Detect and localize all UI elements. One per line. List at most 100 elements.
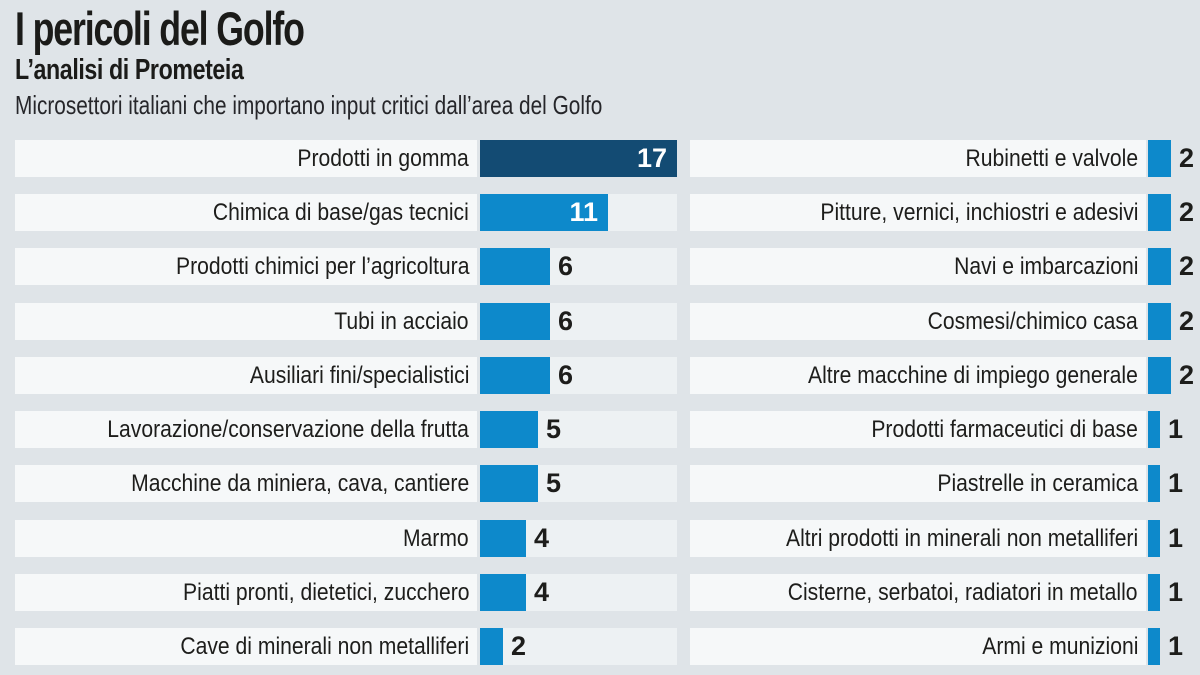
chart-row: Altre macchine di impiego generale 2 bbox=[0, 357, 1200, 394]
row-label-band: Marmo bbox=[15, 520, 477, 557]
row-label-band: Cosmesi/chimico casa bbox=[690, 303, 1146, 340]
row-label: Cisterne, serbatoi, radiatori in metallo bbox=[788, 578, 1138, 606]
bar-value: 2 bbox=[1179, 360, 1195, 390]
row-label: Prodotti in gomma bbox=[297, 144, 469, 172]
chart-row: Prodotti in gomma 17 bbox=[0, 140, 1200, 177]
row-label-band: Piatti pronti, dietetici, zucchero bbox=[15, 574, 477, 611]
bar-value: 2 bbox=[511, 631, 527, 661]
bar bbox=[480, 574, 526, 611]
row-label: Piatti pronti, dietetici, zucchero bbox=[182, 578, 469, 606]
row-label: Lavorazione/conservazione della frutta bbox=[107, 415, 469, 443]
bar bbox=[1148, 628, 1160, 665]
row-label: Altre macchine di impiego generale bbox=[808, 361, 1138, 389]
bar-value: 1 bbox=[1168, 468, 1184, 498]
chart-row: Rubinetti e valvole 2 bbox=[0, 140, 1200, 177]
row-label-band: Cisterne, serbatoi, radiatori in metallo bbox=[690, 574, 1146, 611]
chart-row: Armi e munizioni 1 bbox=[0, 628, 1200, 665]
row-label: Rubinetti e valvole bbox=[965, 144, 1138, 172]
page-subtitle: L’analisi di Prometeia bbox=[15, 54, 244, 86]
bar-value: 2 bbox=[1179, 306, 1195, 336]
bar-highlight bbox=[480, 140, 677, 177]
row-label: Prodotti farmaceutici di base bbox=[871, 415, 1138, 443]
row-label-band: Armi e munizioni bbox=[690, 628, 1146, 665]
bar-value: 2 bbox=[1179, 251, 1195, 281]
row-label-band: Navi e imbarcazioni bbox=[690, 248, 1146, 285]
row-label-band: Macchine da miniera, cava, cantiere bbox=[15, 465, 477, 502]
row-label-band: Prodotti in gomma bbox=[15, 140, 477, 177]
row-label: Tubi in acciaio bbox=[334, 307, 469, 335]
row-label: Piastrelle in ceramica bbox=[937, 469, 1138, 497]
bar bbox=[1148, 520, 1160, 557]
row-label: Altri prodotti in minerali non metallife… bbox=[785, 524, 1138, 552]
bar-value: 4 bbox=[534, 523, 550, 553]
bar bbox=[480, 303, 550, 340]
bar-value: 4 bbox=[534, 577, 550, 607]
bar bbox=[1148, 303, 1171, 340]
chart-row: Cosmesi/chimico casa 2 bbox=[0, 303, 1200, 340]
row-label-band: Chimica di base/gas tecnici bbox=[15, 194, 477, 231]
bar-value: 2 bbox=[1179, 143, 1195, 173]
row-label: Marmo bbox=[403, 524, 469, 552]
chart-row: Altri prodotti in minerali non metallife… bbox=[0, 520, 1200, 557]
chart-row: Cisterne, serbatoi, radiatori in metallo… bbox=[0, 574, 1200, 611]
row-label-band: Ausiliari fini/specialistici bbox=[15, 357, 477, 394]
bar-value: 6 bbox=[558, 251, 574, 281]
bar bbox=[1148, 574, 1160, 611]
bar bbox=[1148, 465, 1160, 502]
row-label-band: Cave di minerali non metalliferi bbox=[15, 628, 477, 665]
row-label-band: Altre macchine di impiego generale bbox=[690, 357, 1146, 394]
bar-value: 5 bbox=[546, 468, 562, 498]
row-label: Chimica di base/gas tecnici bbox=[213, 198, 469, 226]
row-label-band: Altri prodotti in minerali non metallife… bbox=[690, 520, 1146, 557]
row-label: Prodotti chimici per l’agricoltura bbox=[175, 252, 469, 280]
chart-row: Pitture, vernici, inchiostri e adesivi 2 bbox=[0, 194, 1200, 231]
row-label-band: Pitture, vernici, inchiostri e adesivi bbox=[690, 194, 1146, 231]
bar bbox=[1148, 140, 1171, 177]
row-label-band: Rubinetti e valvole bbox=[690, 140, 1146, 177]
chart-row: Cave di minerali non metalliferi 2 bbox=[0, 628, 1200, 665]
bar bbox=[480, 357, 550, 394]
row-label: Pitture, vernici, inchiostri e adesivi bbox=[819, 198, 1138, 226]
bar bbox=[1148, 411, 1160, 448]
bar-value: 17 bbox=[636, 143, 667, 173]
bar-value: 6 bbox=[558, 306, 574, 336]
chart-row: Navi e imbarcazioni 2 bbox=[0, 248, 1200, 285]
row-label-band: Tubi in acciaio bbox=[15, 303, 477, 340]
chart-description: Microsettori italiani che importano inpu… bbox=[15, 90, 603, 120]
bar-value: 11 bbox=[569, 197, 598, 227]
bar bbox=[480, 520, 526, 557]
chart-row: Prodotti farmaceutici di base 1 bbox=[0, 411, 1200, 448]
row-label: Ausiliari fini/specialistici bbox=[249, 361, 469, 389]
chart-row: Lavorazione/conservazione della frutta 5 bbox=[0, 411, 1200, 448]
bar-track bbox=[480, 628, 677, 665]
bar-value: 1 bbox=[1168, 414, 1184, 444]
bar bbox=[480, 194, 608, 231]
page-title: I pericoli del Golfo bbox=[15, 2, 305, 55]
chart-row: Marmo 4 bbox=[0, 520, 1200, 557]
row-label: Cave di minerali non metalliferi bbox=[180, 632, 469, 660]
row-label: Cosmesi/chimico casa bbox=[927, 307, 1138, 335]
row-label: Macchine da miniera, cava, cantiere bbox=[130, 469, 469, 497]
chart-row: Prodotti chimici per l’agricoltura 6 bbox=[0, 248, 1200, 285]
chart-row: Piastrelle in ceramica 1 bbox=[0, 465, 1200, 502]
row-label-band: Prodotti farmaceutici di base bbox=[690, 411, 1146, 448]
bar bbox=[1148, 357, 1171, 394]
bar-value: 6 bbox=[558, 360, 574, 390]
chart-row: Macchine da miniera, cava, cantiere 5 bbox=[0, 465, 1200, 502]
bar bbox=[480, 628, 503, 665]
row-label-band: Prodotti chimici per l’agricoltura bbox=[15, 248, 477, 285]
row-label: Armi e munizioni bbox=[981, 632, 1138, 660]
row-label-band: Piastrelle in ceramica bbox=[690, 465, 1146, 502]
bar-value: 1 bbox=[1168, 523, 1184, 553]
chart-row: Chimica di base/gas tecnici 11 bbox=[0, 194, 1200, 231]
bar-value: 1 bbox=[1168, 577, 1184, 607]
chart-row: Ausiliari fini/specialistici 6 bbox=[0, 357, 1200, 394]
bar bbox=[480, 248, 550, 285]
row-label: Navi e imbarcazioni bbox=[953, 252, 1138, 280]
bar bbox=[1148, 248, 1171, 285]
row-label-band: Lavorazione/conservazione della frutta bbox=[15, 411, 477, 448]
chart-row: Tubi in acciaio 6 bbox=[0, 303, 1200, 340]
bar-value: 2 bbox=[1179, 197, 1195, 227]
bar bbox=[480, 465, 538, 502]
